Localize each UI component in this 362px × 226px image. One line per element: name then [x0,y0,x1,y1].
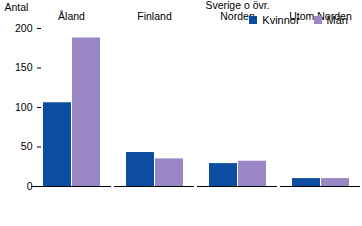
svg-text:50: 50 [21,140,33,152]
html-text:Män: Män [326,14,348,26]
html-text:Kvinnor: Kvinnor [262,14,300,26]
svg-text:150: 150 [15,61,33,73]
svg-text:100: 100 [15,101,33,113]
svg-text:Åland: Åland [58,10,85,22]
svg-text:Antal: Antal [5,1,29,13]
svg-text:0: 0 [27,180,33,192]
svg-text:Sverige o övr.Norden: Sverige o övr.Norden [205,0,269,22]
svg-text:Finland: Finland [137,10,172,22]
svg-text:200: 200 [15,22,33,34]
